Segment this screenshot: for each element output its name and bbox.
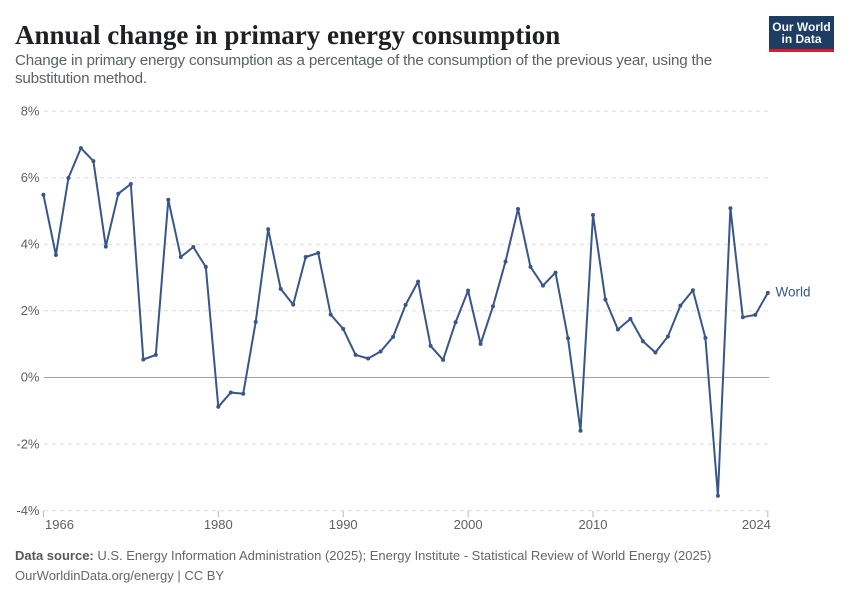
svg-text:4%: 4% <box>21 237 40 252</box>
svg-text:World: World <box>776 285 811 300</box>
svg-text:2000: 2000 <box>454 517 483 532</box>
svg-text:8%: 8% <box>21 103 40 118</box>
svg-text:2010: 2010 <box>579 517 608 532</box>
svg-text:2024: 2024 <box>742 517 771 532</box>
svg-text:1966: 1966 <box>45 517 74 532</box>
svg-text:1980: 1980 <box>204 517 233 532</box>
svg-text:1990: 1990 <box>329 517 358 532</box>
svg-text:-2%: -2% <box>16 436 40 451</box>
svg-text:-4%: -4% <box>16 503 40 518</box>
svg-text:0%: 0% <box>21 370 40 385</box>
svg-text:6%: 6% <box>21 170 40 185</box>
svg-text:2%: 2% <box>21 303 40 318</box>
